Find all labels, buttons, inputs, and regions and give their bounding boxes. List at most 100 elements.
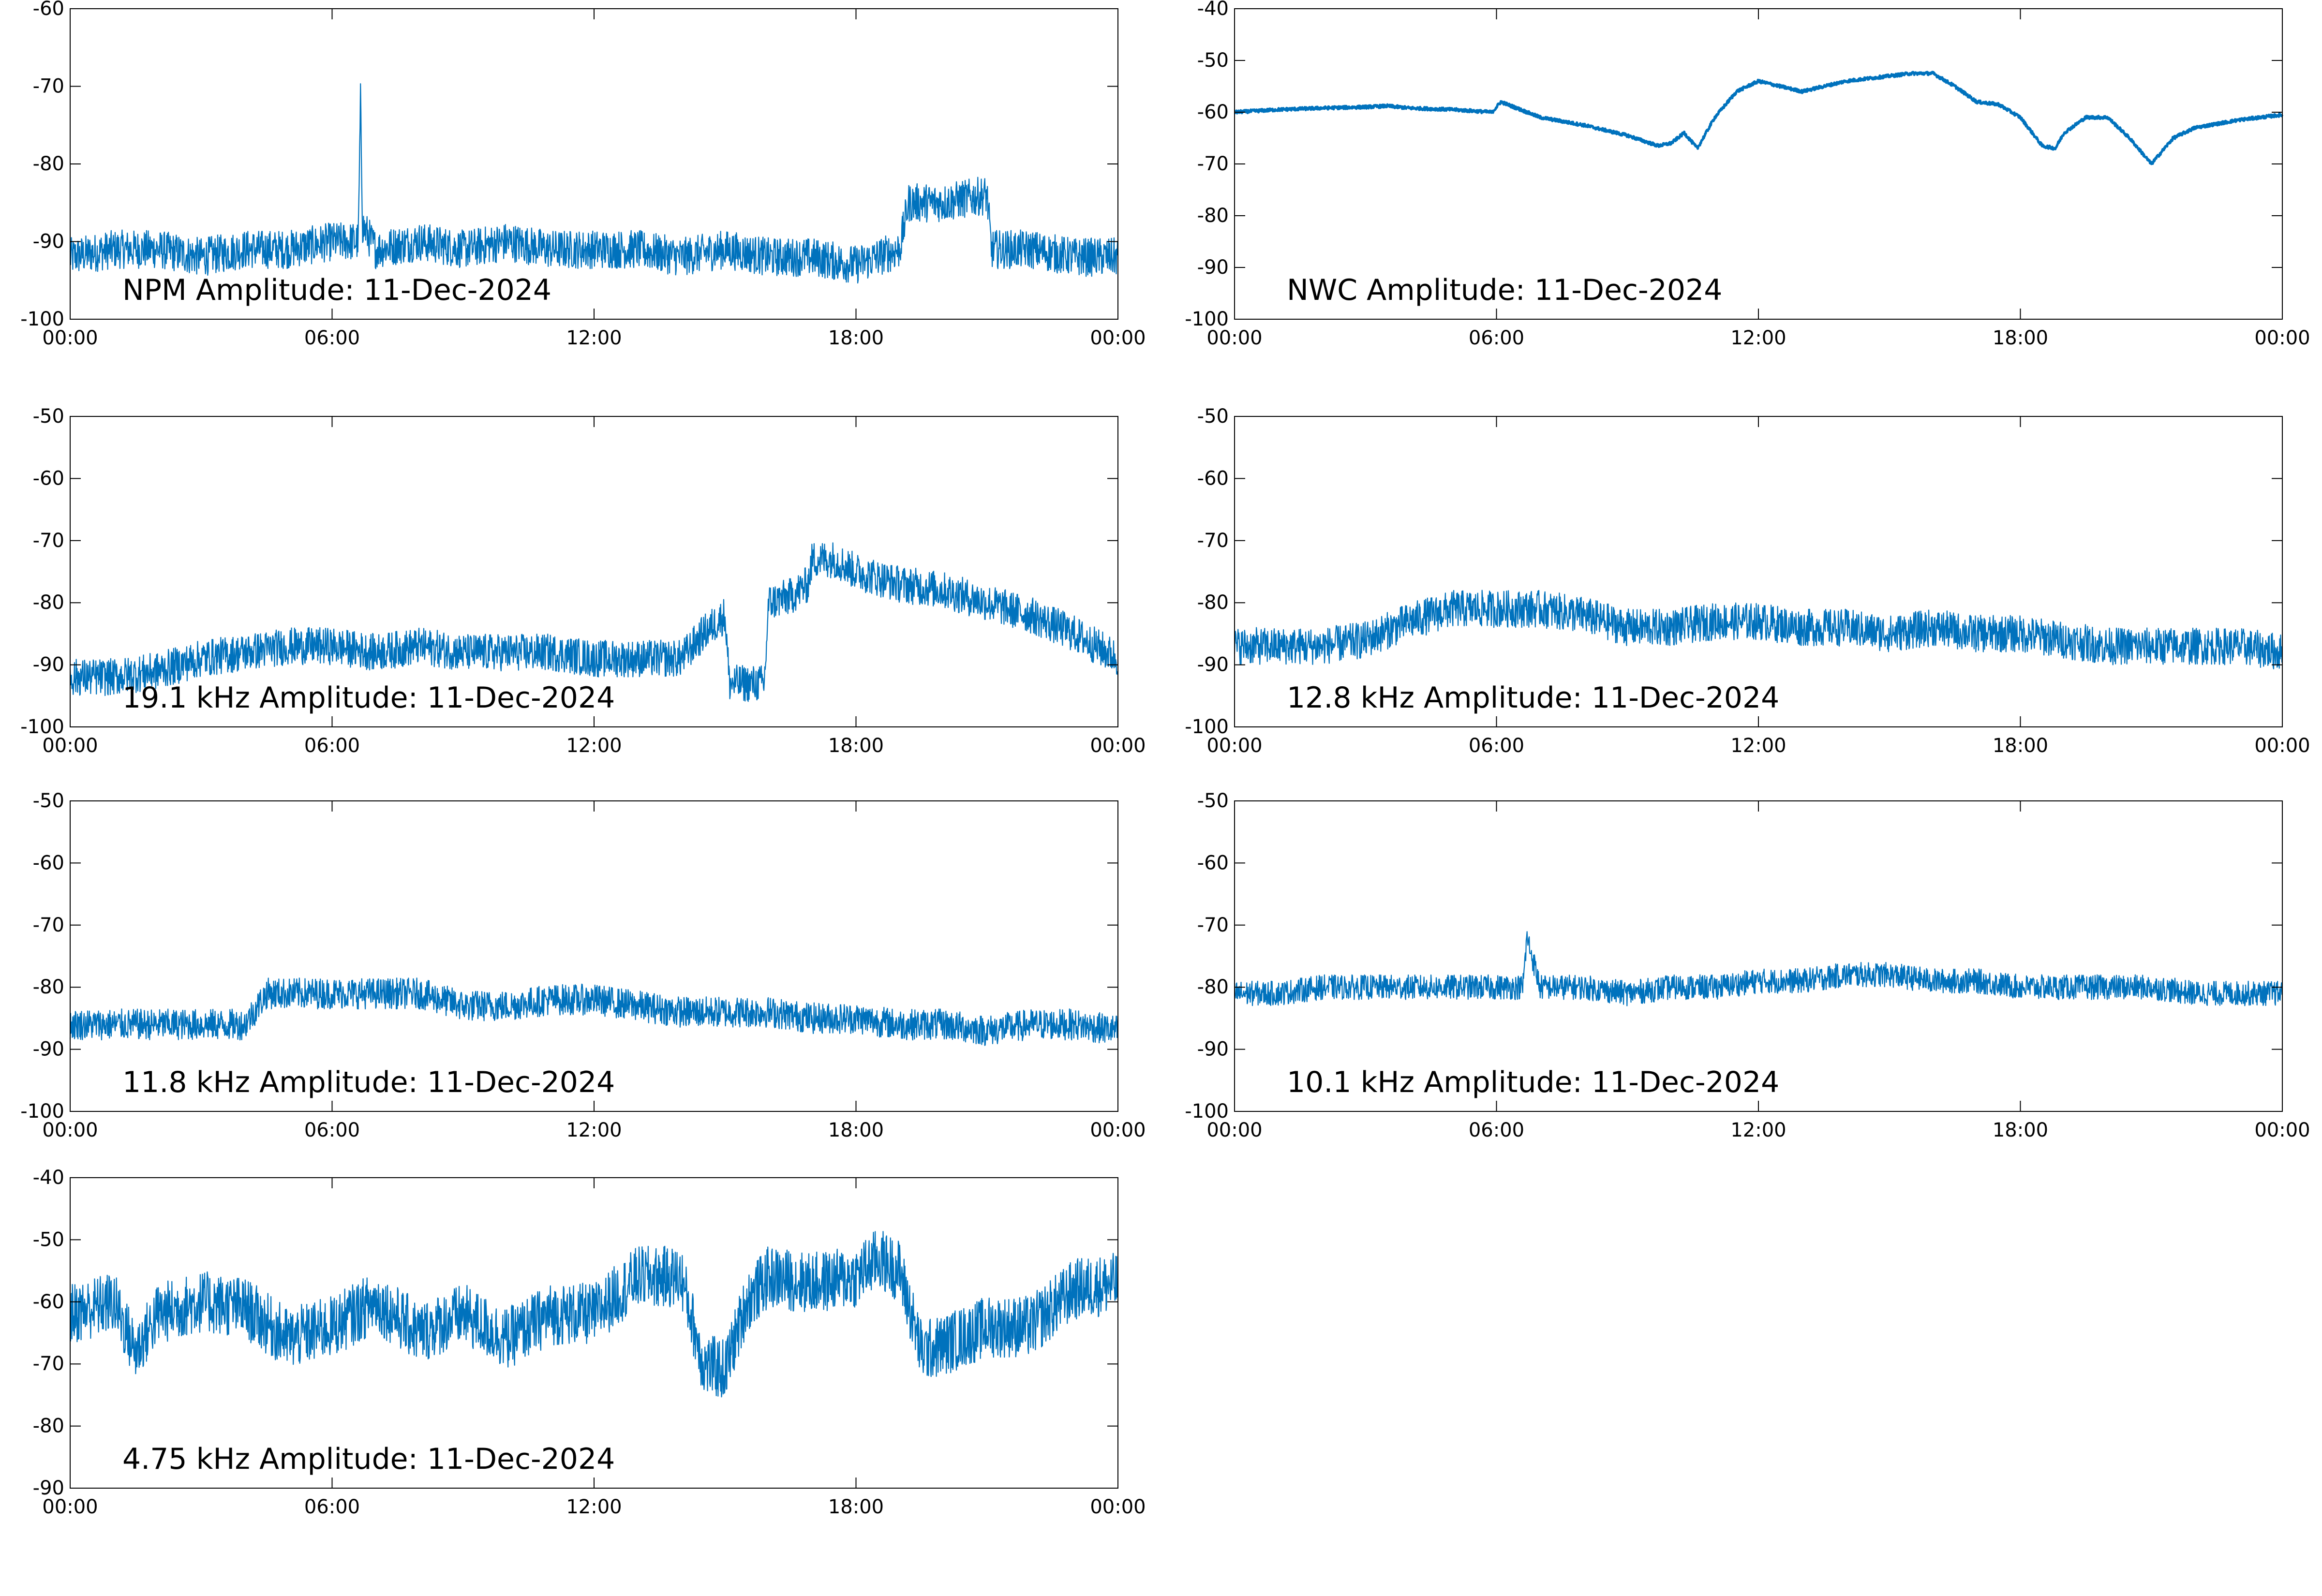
series-line <box>69 977 1119 1046</box>
x-tick-label: 12:00 <box>566 327 622 349</box>
x-tick-label: 00:00 <box>1206 1119 1262 1141</box>
x-tick-label: 00:00 <box>42 735 98 757</box>
x-tick-label: 00:00 <box>42 1119 98 1141</box>
x-tick-label: 12:00 <box>566 1496 622 1518</box>
y-tick-label: -70 <box>33 530 64 552</box>
y-tick-label: -70 <box>33 914 64 936</box>
x-tick-label: 12:00 <box>1730 327 1786 349</box>
chart-title: 11.8 kHz Amplitude: 11-Dec-2024 <box>122 1065 615 1099</box>
y-tick-label: -90 <box>33 654 64 676</box>
series-line <box>1234 590 2283 669</box>
y-tick-label: -80 <box>33 591 64 614</box>
x-tick-label: 18:00 <box>828 327 884 349</box>
y-tick-label: -80 <box>33 1415 64 1437</box>
x-tick-label: 18:00 <box>828 1119 884 1141</box>
x-tick-label: 00:00 <box>1090 327 1146 349</box>
y-tick-label: -60 <box>1197 467 1229 489</box>
y-tick-label: -50 <box>33 1228 64 1251</box>
x-tick-label: 06:00 <box>304 327 360 349</box>
x-tick-label: 00:00 <box>1206 735 1262 757</box>
y-tick-label: -100 <box>1185 716 1229 738</box>
series-line <box>1234 71 2284 165</box>
series-line <box>1234 931 2283 1006</box>
x-tick-label: 18:00 <box>828 1496 884 1518</box>
y-tick-label: -80 <box>1197 591 1229 614</box>
y-tick-label: -100 <box>20 308 64 330</box>
x-tick-label: 12:00 <box>566 735 622 757</box>
y-tick-label: -50 <box>1197 790 1229 812</box>
y-tick-label: -100 <box>1185 308 1229 330</box>
y-tick-label: -90 <box>33 231 64 253</box>
x-tick-label: 06:00 <box>304 1119 360 1141</box>
x-tick-label: 18:00 <box>828 735 884 757</box>
x-tick-label: 06:00 <box>304 1496 360 1518</box>
chart-title: 4.75 kHz Amplitude: 11-Dec-2024 <box>122 1442 615 1476</box>
chart-title: NWC Amplitude: 11-Dec-2024 <box>1287 273 1722 307</box>
y-tick-label: -40 <box>1197 0 1229 20</box>
y-tick-label: -70 <box>33 75 64 98</box>
series-line <box>69 1231 1119 1398</box>
x-tick-label: 00:00 <box>1090 1496 1146 1518</box>
y-tick-label: -100 <box>1185 1100 1229 1123</box>
x-tick-label: 18:00 <box>1993 735 2048 757</box>
y-tick-label: -70 <box>1197 914 1229 936</box>
y-tick-label: -60 <box>1197 852 1229 874</box>
y-tick-label: -90 <box>1197 654 1229 676</box>
y-tick-label: -50 <box>1197 405 1229 428</box>
x-tick-label: 12:00 <box>566 1119 622 1141</box>
x-tick-label: 06:00 <box>1469 735 1524 757</box>
x-tick-label: 12:00 <box>1730 1119 1786 1141</box>
y-tick-label: -80 <box>33 976 64 998</box>
y-tick-label: -70 <box>33 1353 64 1375</box>
series-line <box>69 83 1119 284</box>
chart-title: NPM Amplitude: 11-Dec-2024 <box>122 273 551 307</box>
y-tick-label: -70 <box>1197 530 1229 552</box>
x-tick-label: 06:00 <box>1469 327 1524 349</box>
series-line <box>69 542 1118 702</box>
y-tick-label: -60 <box>33 1291 64 1313</box>
chart-title: 19.1 kHz Amplitude: 11-Dec-2024 <box>122 681 615 715</box>
y-tick-label: -80 <box>1197 205 1229 227</box>
x-tick-label: 06:00 <box>1469 1119 1524 1141</box>
y-tick-label: -90 <box>1197 256 1229 279</box>
y-tick-label: -50 <box>1197 49 1229 72</box>
x-tick-label: 00:00 <box>1090 735 1146 757</box>
y-tick-label: -50 <box>33 790 64 812</box>
x-tick-label: 00:00 <box>2254 1119 2310 1141</box>
x-tick-label: 12:00 <box>1730 735 1786 757</box>
y-tick-label: -60 <box>33 0 64 20</box>
y-tick-label: -90 <box>33 1477 64 1499</box>
y-tick-label: -70 <box>1197 153 1229 175</box>
y-tick-label: -90 <box>1197 1038 1229 1061</box>
x-tick-label: 06:00 <box>304 735 360 757</box>
chart-title: 12.8 kHz Amplitude: 11-Dec-2024 <box>1287 681 1779 715</box>
y-tick-label: -80 <box>33 153 64 175</box>
y-tick-label: -60 <box>33 467 64 489</box>
y-tick-label: -90 <box>33 1038 64 1061</box>
y-tick-label: -40 <box>33 1167 64 1189</box>
y-tick-label: -60 <box>1197 101 1229 123</box>
y-tick-label: -100 <box>20 716 64 738</box>
chart-title: 10.1 kHz Amplitude: 11-Dec-2024 <box>1287 1065 1779 1099</box>
x-tick-label: 00:00 <box>2254 327 2310 349</box>
x-tick-label: 00:00 <box>42 1496 98 1518</box>
x-tick-label: 00:00 <box>2254 735 2310 757</box>
y-tick-label: -80 <box>1197 976 1229 998</box>
y-tick-label: -100 <box>20 1100 64 1123</box>
y-tick-label: -50 <box>33 405 64 428</box>
x-tick-label: 18:00 <box>1993 1119 2048 1141</box>
x-tick-label: 00:00 <box>1206 327 1262 349</box>
y-tick-label: -60 <box>33 852 64 874</box>
x-tick-label: 00:00 <box>42 327 98 349</box>
x-tick-label: 18:00 <box>1993 327 2048 349</box>
x-tick-label: 00:00 <box>1090 1119 1146 1141</box>
